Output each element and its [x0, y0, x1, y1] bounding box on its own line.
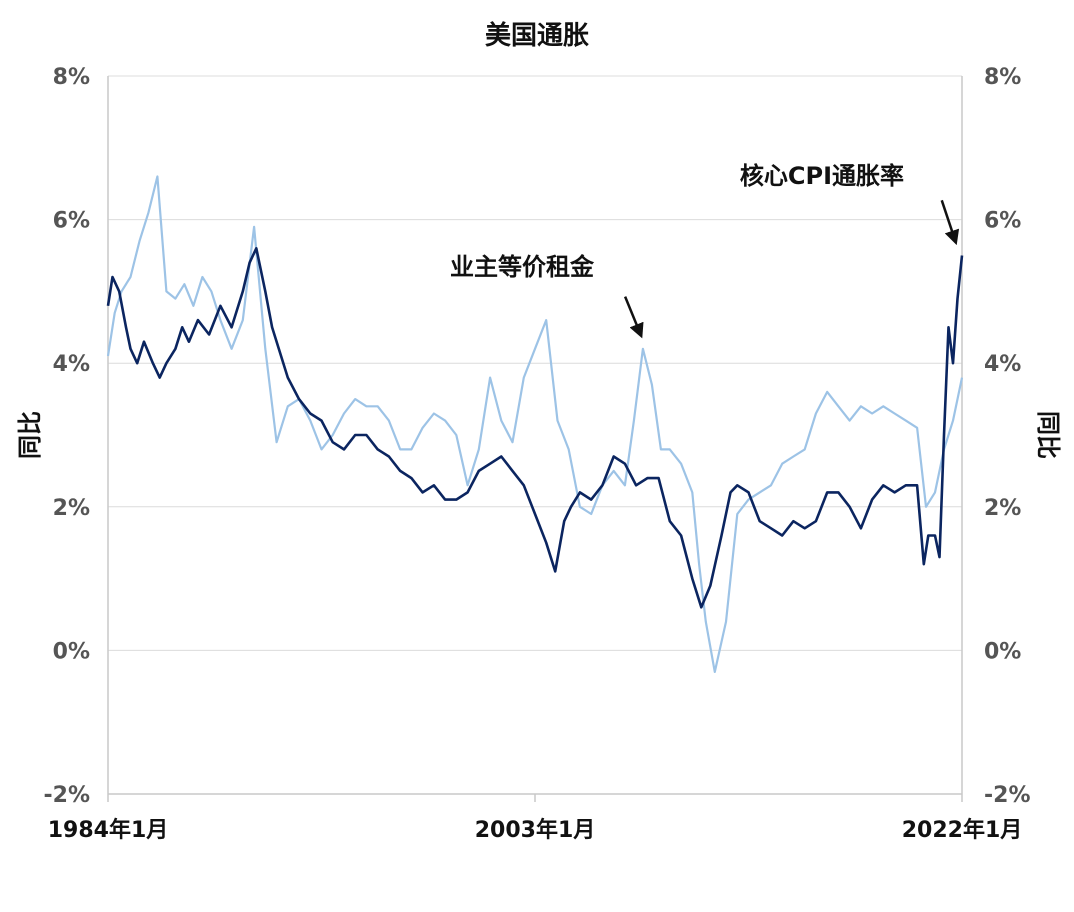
series-lines: [106, 175, 964, 673]
y-tick-label-right: 8%: [984, 65, 1021, 90]
right-y-tick-labels: 8% 6% 4% 2% 0% -2%: [984, 65, 1030, 808]
chart-title: 美国通胀: [485, 20, 589, 51]
y-tick-label-right: 2%: [984, 496, 1021, 521]
x-tick-labels: 1984年1月 2003年1月 2022年1月: [48, 794, 1023, 843]
y-tick-label-left: 2%: [53, 496, 90, 521]
annotation-label: 核心CPI通胀率: [740, 162, 904, 190]
series-line-core_cpi: [106, 247, 964, 609]
gridlines: [108, 75, 962, 651]
x-tick-label: 2022年1月: [902, 817, 1023, 843]
y-tick-label-right: 6%: [984, 209, 1021, 234]
series-line-owners_equivalent_rent: [106, 175, 964, 673]
y-tick-label-right: 4%: [984, 352, 1021, 377]
y-tick-label-left: 4%: [53, 352, 90, 377]
annotation-arrow: [623, 296, 644, 339]
y-tick-label-left: 6%: [53, 209, 90, 234]
annotations: 业主等价租金 核心CPI通胀率: [450, 162, 960, 339]
right-axis-label: 同比: [1034, 411, 1062, 459]
annotation-arrow: [940, 199, 960, 246]
x-tick-label: 2003年1月: [475, 817, 596, 843]
left-y-tick-labels: 8% 6% 4% 2% 0% -2%: [44, 65, 90, 808]
y-tick-label-left: 8%: [53, 65, 90, 90]
y-tick-label-left: -2%: [44, 783, 90, 808]
x-tick-label: 1984年1月: [48, 817, 169, 843]
y-tick-label-left: 0%: [53, 639, 90, 664]
y-tick-label-right: 0%: [984, 639, 1021, 664]
left-axis-label: 同比: [16, 411, 44, 459]
annotation-label: 业主等价租金: [450, 253, 595, 281]
y-tick-label-right: -2%: [984, 783, 1030, 808]
